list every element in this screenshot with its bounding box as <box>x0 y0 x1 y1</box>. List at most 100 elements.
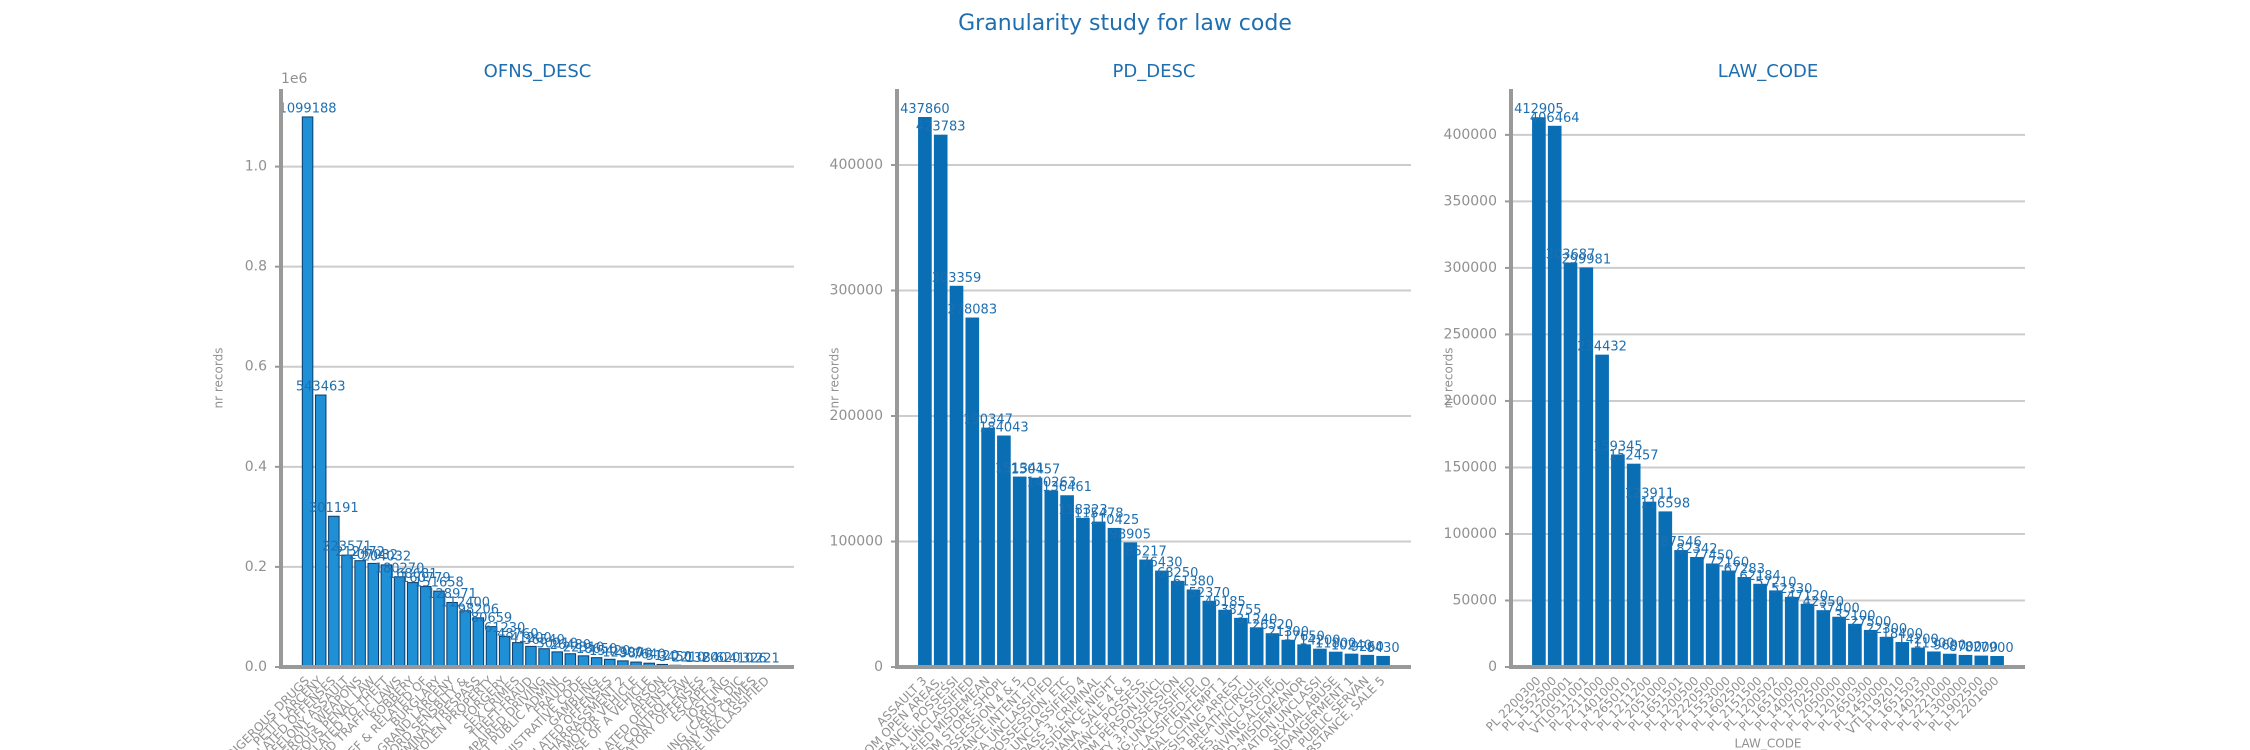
bar <box>1532 117 1546 668</box>
value-label: 3450 <box>659 650 692 665</box>
value-label: 190347 <box>963 413 1013 428</box>
bar <box>1155 570 1169 668</box>
value-label: 301191 <box>309 501 359 516</box>
value-label: 14200 <box>1299 634 1340 649</box>
value-label: 212472 <box>335 545 385 560</box>
bar <box>965 317 980 668</box>
bar <box>1012 476 1027 668</box>
chart-title: PD_DESC <box>1113 61 1196 82</box>
value-label: 98905 <box>1110 527 1151 542</box>
bar <box>1579 267 1594 668</box>
offset-text: 1e6 <box>281 71 308 87</box>
value-label: 47120 <box>1787 589 1828 604</box>
bar <box>1218 609 1232 668</box>
value-label: 123911 <box>1625 487 1675 502</box>
bar <box>1249 627 1264 668</box>
value-label: 38755 <box>1220 603 1261 618</box>
value-label: 204032 <box>362 549 412 564</box>
bar <box>446 601 458 668</box>
value-label: 140263 <box>1026 475 1076 490</box>
value-label: 112400 <box>440 595 490 610</box>
value-label: 14200 <box>1897 633 1938 648</box>
value-label: 22310 <box>563 640 604 655</box>
value-label: 207032 <box>348 548 398 563</box>
y-tick-label: 0.6 <box>245 359 267 375</box>
value-label: 223571 <box>322 540 372 555</box>
bar <box>1595 354 1609 668</box>
bar <box>1139 559 1153 668</box>
value-label: 840 <box>702 651 727 666</box>
value-label: 9600 <box>1933 639 1966 654</box>
value-label: 410 <box>729 651 754 666</box>
y-tick-label: 300000 <box>1444 260 1497 276</box>
value-label: 184043 <box>979 421 1029 436</box>
value-label: 221 <box>755 651 780 666</box>
bar <box>1313 648 1327 668</box>
bar <box>1690 556 1704 668</box>
value-label: 150457 <box>1011 463 1061 478</box>
value-label: 303359 <box>932 271 982 286</box>
bar <box>1721 570 1736 668</box>
value-label: 10240 <box>1331 639 1372 654</box>
value-label: 76430 <box>1141 556 1182 571</box>
bar <box>1800 603 1815 668</box>
bar <box>1737 576 1752 668</box>
bar <box>1927 651 1941 668</box>
value-label: 18650 <box>576 642 617 657</box>
value-label: 61230 <box>484 621 525 636</box>
bar <box>354 560 366 668</box>
value-label: 11300 <box>1913 636 1954 651</box>
value-label: 42350 <box>1803 595 1844 610</box>
bar <box>1816 610 1831 668</box>
value-label: 151658 <box>414 576 464 591</box>
value-label: 299981 <box>1561 252 1611 267</box>
chart-title: OFNS_DESC <box>484 61 592 82</box>
value-label: 620 <box>716 651 741 666</box>
bar <box>341 554 353 668</box>
bar <box>949 285 964 668</box>
value-label: 12300 <box>602 645 643 660</box>
value-label: 278083 <box>947 303 997 318</box>
value-label: 8430 <box>1367 641 1400 656</box>
value-label: 116598 <box>1640 496 1690 511</box>
value-label: 2210 <box>672 650 705 665</box>
value-label: 136461 <box>1042 480 1092 495</box>
value-label: 52330 <box>1771 582 1812 597</box>
value-label: 406464 <box>1530 111 1580 126</box>
bar <box>512 642 524 668</box>
value-label: 41200 <box>510 631 551 646</box>
value-label: 48760 <box>497 627 538 642</box>
y-axis-label: nr records <box>828 348 842 409</box>
y-tick-label: 0.2 <box>245 559 267 575</box>
value-label: 159345 <box>1593 440 1643 455</box>
value-label: 62184 <box>1739 569 1780 584</box>
bar <box>1705 563 1720 668</box>
y-tick-label: 1.0 <box>245 159 267 175</box>
value-label: 67283 <box>1724 562 1765 577</box>
bar <box>525 645 537 668</box>
y-tick-label: 400000 <box>1444 127 1497 143</box>
value-label: 7640 <box>633 648 666 663</box>
bar <box>314 394 327 668</box>
value-label: 152457 <box>1609 449 1659 464</box>
y-tick-label: 0 <box>874 659 883 675</box>
bar <box>1091 521 1106 668</box>
figure-title: Granularity study for law code <box>958 11 1292 36</box>
bar <box>1170 580 1185 668</box>
y-tick-label: 200000 <box>830 408 883 424</box>
value-label: 110425 <box>1090 513 1140 528</box>
bar <box>1753 583 1767 668</box>
bar <box>1028 477 1043 668</box>
bar <box>1642 501 1657 668</box>
y-tick-label: 0.0 <box>245 659 267 675</box>
value-label: 18400 <box>1882 627 1923 642</box>
bar <box>406 582 419 668</box>
bar <box>1123 542 1138 668</box>
bar <box>1611 454 1625 668</box>
bar <box>393 576 406 668</box>
y-tick-label: 150000 <box>1444 459 1497 475</box>
value-label: 26480 <box>550 638 591 653</box>
bar <box>1328 651 1343 668</box>
value-label: 57210 <box>1755 575 1796 590</box>
